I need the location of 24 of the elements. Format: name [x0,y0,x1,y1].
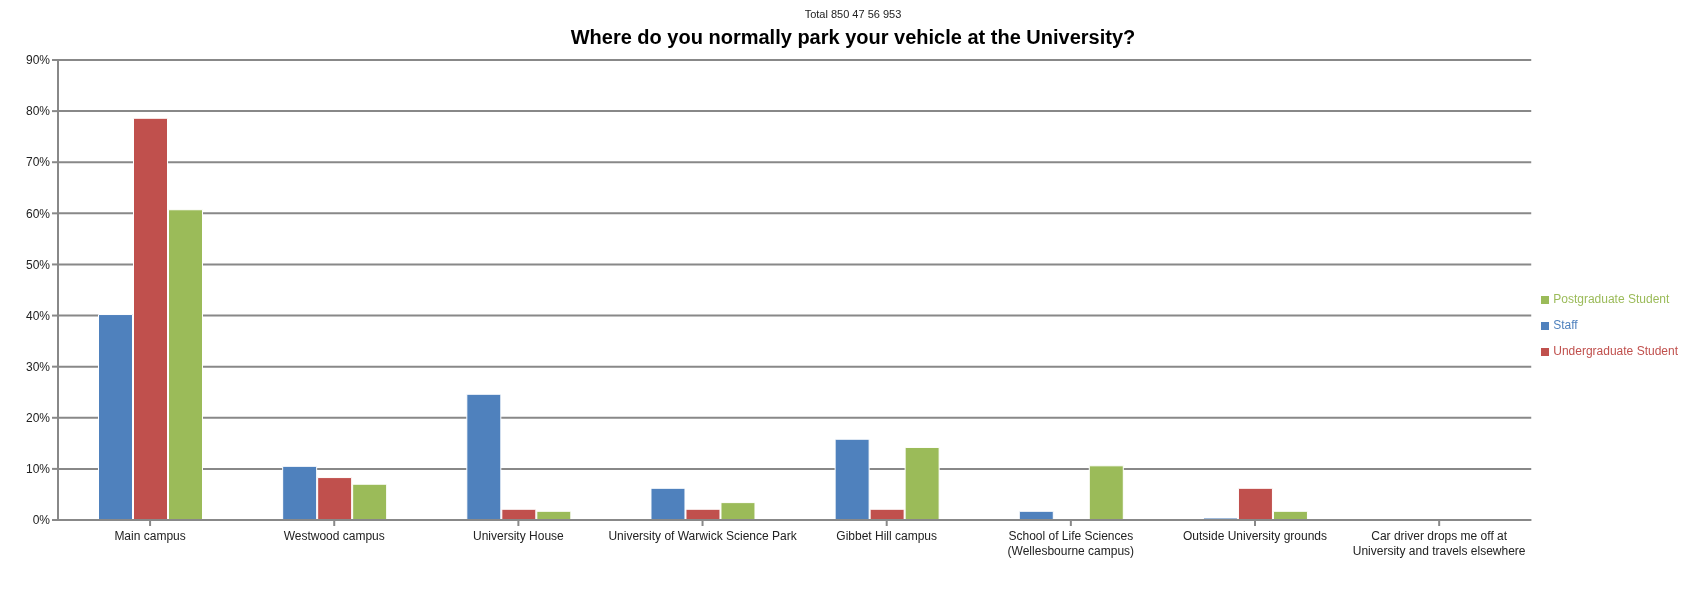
y-tick-label: 40% [25,308,51,323]
x-tick-label: Car driver drops me off at University and travels elsewhere [1352,529,1526,558]
y-tick-label: 70% [25,155,51,170]
x-tick-label: Gibbet Hill campus [836,529,938,543]
y-tick-label: 60% [25,206,51,221]
x-tick-label: University House [473,529,565,543]
text: Total 850 47 56 953 [803,8,903,22]
y-tick-label: 0% [32,513,51,528]
legend-label: Undergraduate Student [1553,344,1678,358]
y-tick-label: 20% [25,411,51,426]
y-tick-label: 10% [25,462,51,477]
x-tick-label: University of Warwick Science Park [608,529,798,543]
x-tick-label: Outside University grounds [1182,529,1328,543]
y-tick-label: 90% [25,53,51,68]
y-tick-label: 80% [25,104,51,119]
legend-label: Postgraduate Student [1553,292,1670,306]
y-tick-label: 30% [25,359,51,374]
y-tick-label: 50% [25,257,51,272]
legend-label: Staff [1553,318,1578,332]
x-tick-label: Westwood campus [283,529,385,543]
x-tick-label: Main campus [114,529,186,543]
chart-title: Where do you normally park your vehicle at the University? [569,26,1137,49]
x-tick-label: School of Life Sciences (Wellesbourne campus) [1007,529,1135,558]
bar [1088,465,1124,520]
